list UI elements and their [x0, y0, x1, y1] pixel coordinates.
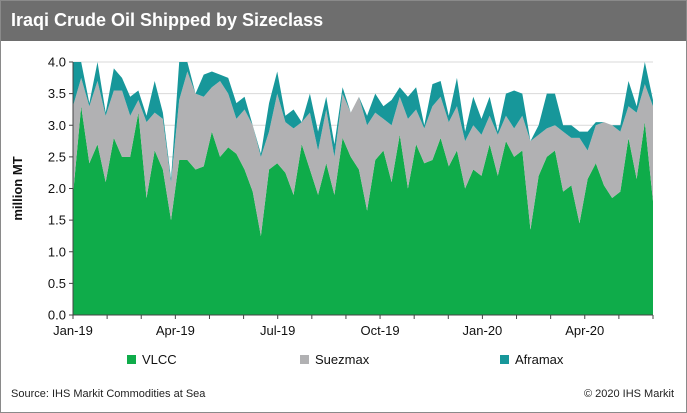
y-tick-label: 3.0: [48, 118, 66, 133]
legend-swatch-aframax: [500, 355, 509, 364]
legend-label-suezmax: Suezmax: [315, 352, 370, 367]
legend-swatch-suezmax: [300, 355, 309, 364]
legend-item-suezmax: Suezmax: [300, 352, 369, 367]
y-tick-label: 0.5: [48, 276, 66, 291]
x-tick-label: Oct-19: [361, 323, 400, 338]
legend-item-aframax: Aframax: [500, 352, 563, 367]
y-tick-label: 2.0: [48, 181, 66, 196]
y-tick-label: 1.0: [48, 244, 66, 259]
x-tick-label: Apr-19: [156, 323, 195, 338]
chart-title: Iraqi Crude Oil Shipped by Sizeclass: [11, 10, 324, 30]
x-tick-label: Apr-20: [565, 323, 604, 338]
copyright-note: © 2020 IHS Markit: [583, 388, 674, 400]
y-tick-label: 1.5: [48, 213, 66, 228]
x-tick-label: Jan-20: [463, 323, 503, 338]
legend-label-vlcc: VLCC: [142, 352, 177, 367]
y-tick-label: 0.0: [48, 308, 66, 323]
legend-item-vlcc: VLCC: [127, 352, 177, 367]
y-tick-label: 2.5: [48, 149, 66, 164]
area-suezmax: [73, 71, 653, 236]
y-tick-label: 4.0: [48, 55, 66, 70]
source-note: Source: IHS Markit Commodities at Sea: [11, 388, 206, 400]
x-tick-label: Jul-19: [260, 323, 295, 338]
area-vlcc: [73, 106, 653, 316]
x-tick-label: Jan-19: [53, 323, 93, 338]
y-tick-label: 3.5: [48, 86, 66, 101]
title-bar: Iraqi Crude Oil Shipped by Sizeclass: [1, 1, 686, 41]
legend-swatch-vlcc: [127, 355, 136, 364]
y-axis-label: million MT: [10, 156, 25, 220]
legend-label-aframax: Aframax: [515, 352, 564, 367]
